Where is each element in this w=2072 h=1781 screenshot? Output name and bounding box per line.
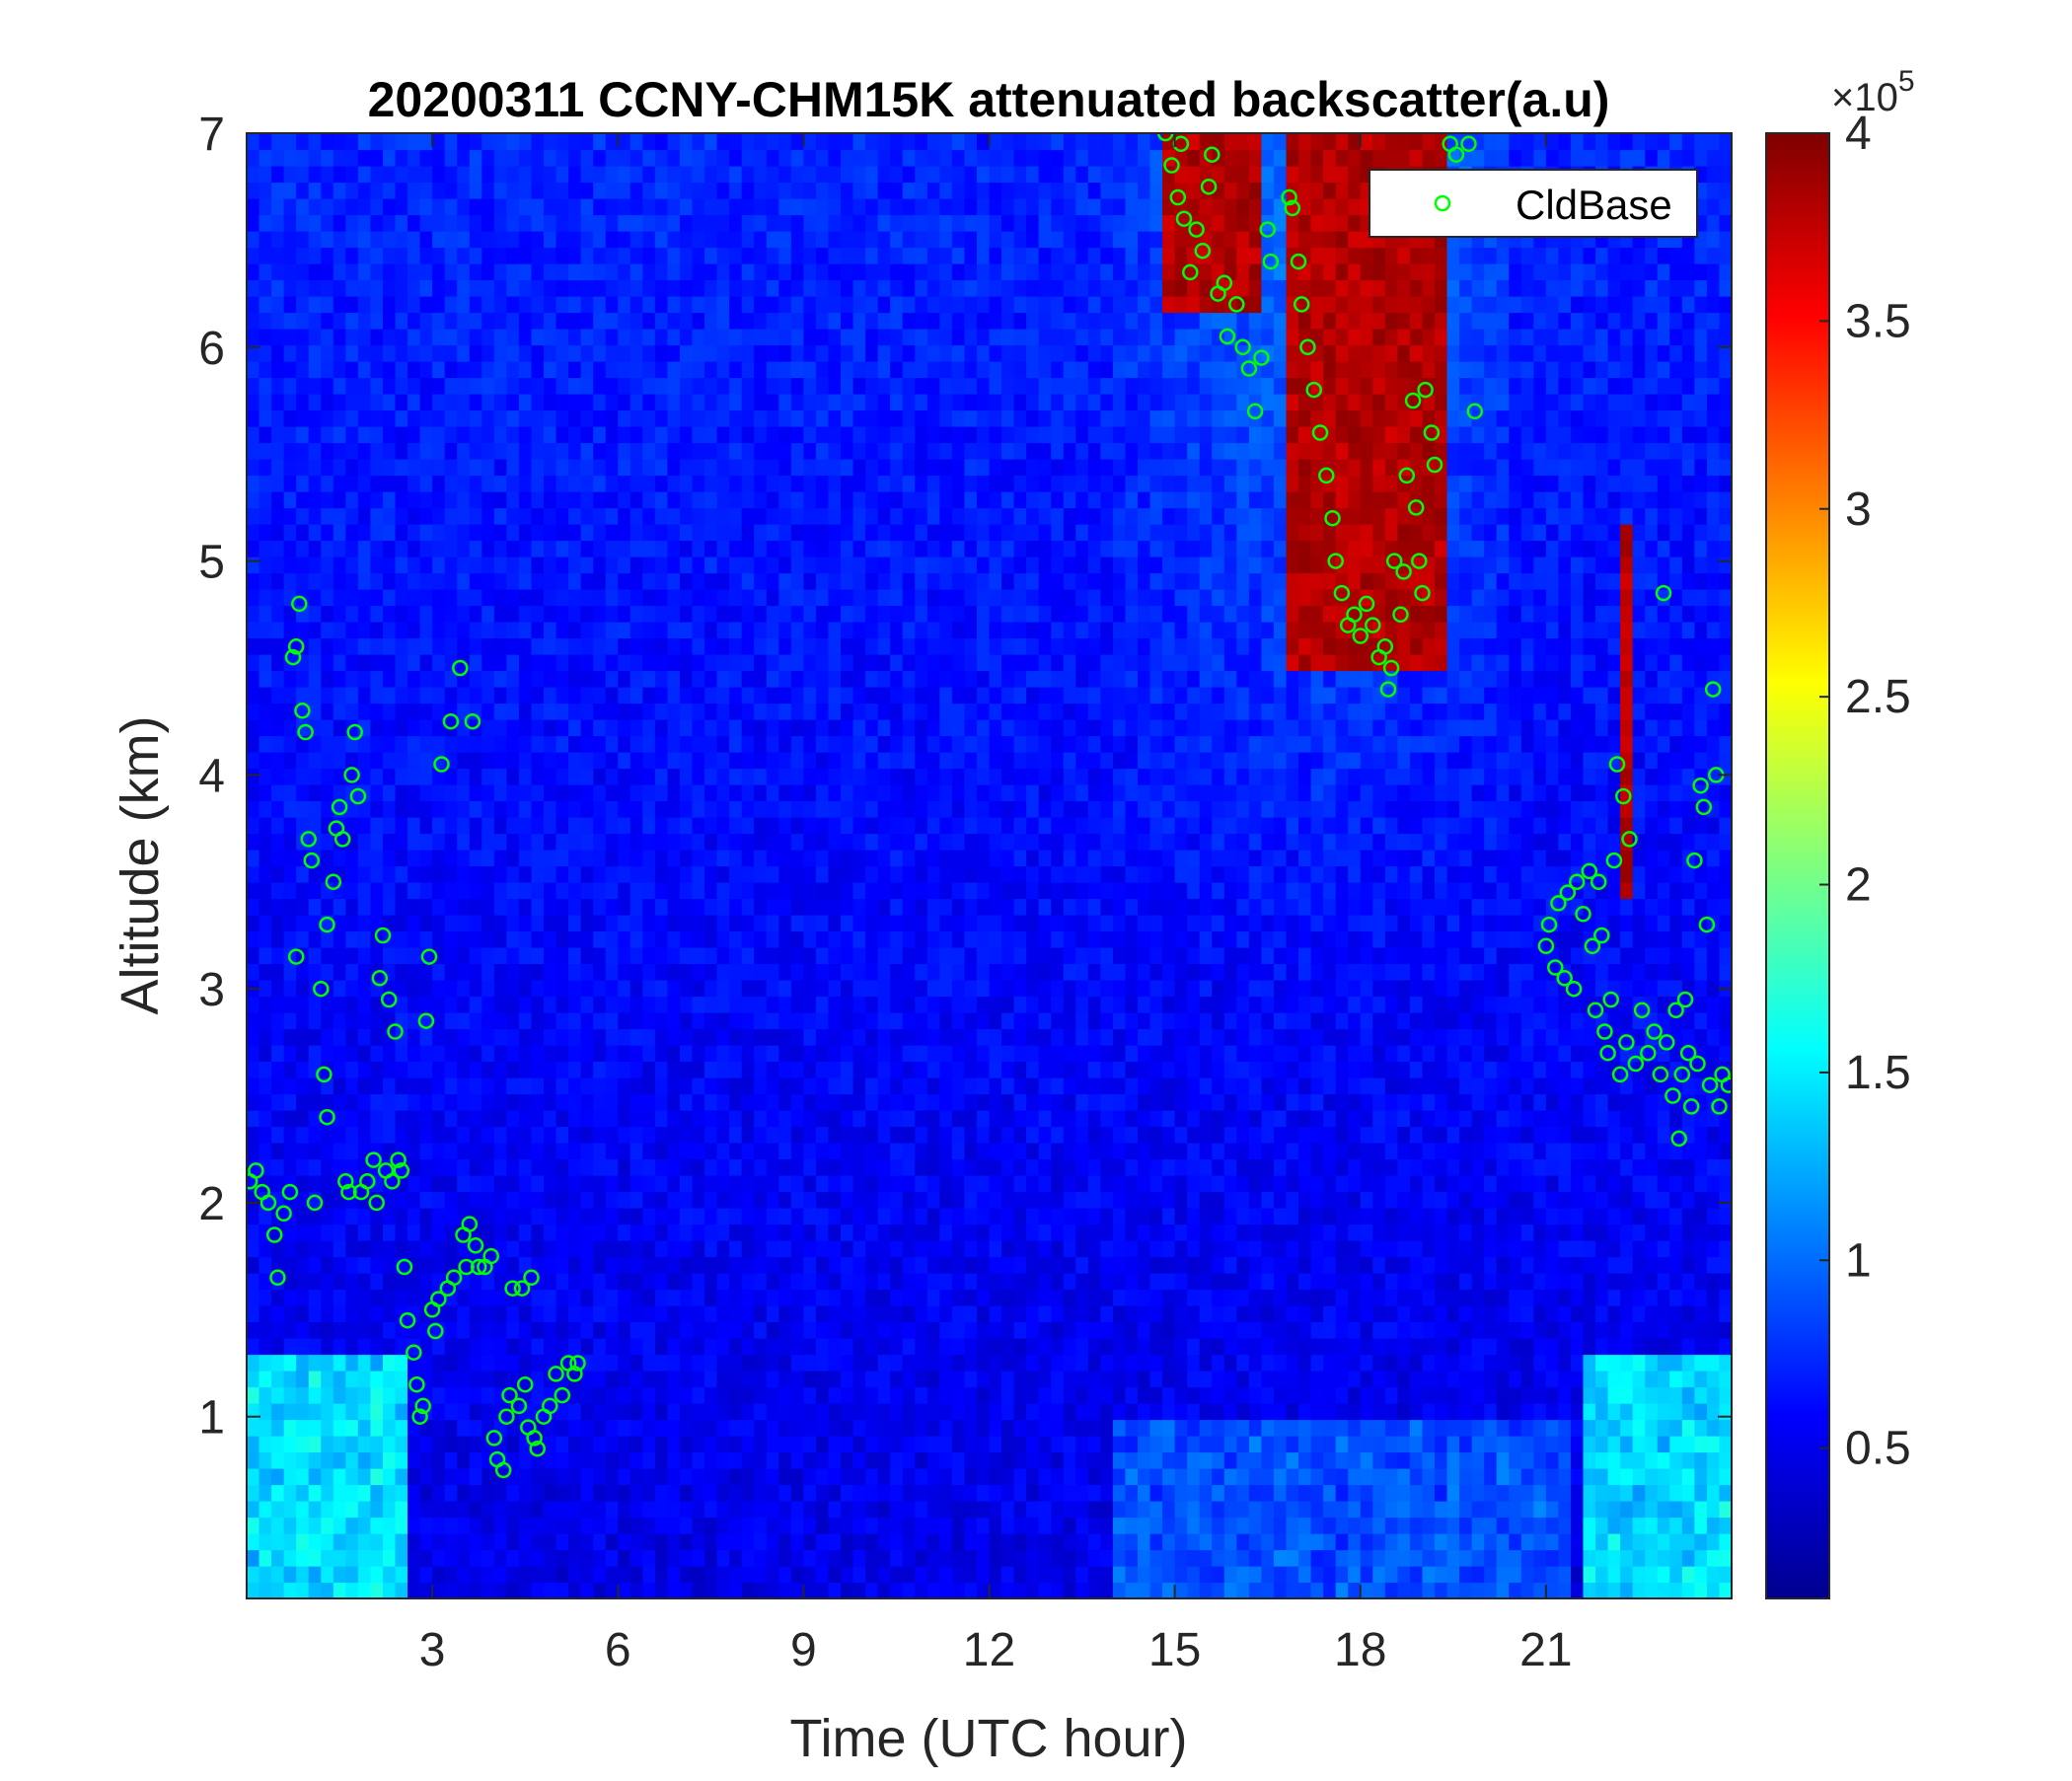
- colorbar-tick-label: 1: [1845, 1234, 1872, 1287]
- y-tick-label: 6: [198, 323, 225, 375]
- colorbar-tick-label: 2.5: [1845, 671, 1911, 723]
- y-tick-label: 4: [198, 750, 225, 802]
- colorbar-gradient: [1766, 133, 1829, 1598]
- legend-label: CldBase: [1516, 182, 1672, 228]
- y-tick-label: 1: [198, 1392, 225, 1445]
- y-tick-label: 3: [198, 964, 225, 1016]
- colorbar-tick-label: 1.5: [1845, 1047, 1911, 1099]
- x-tick-label: 21: [1519, 1624, 1572, 1676]
- x-tick-label: 6: [605, 1624, 631, 1676]
- colorbar-tick-label: 0.5: [1845, 1423, 1911, 1475]
- colorbar-tick-label: 2: [1845, 859, 1872, 912]
- colorbar-exponent-power: 5: [1898, 65, 1915, 98]
- legend[interactable]: CldBase: [1369, 170, 1697, 237]
- colorbar-exponent: ×105: [1831, 65, 1915, 119]
- x-tick-label: 15: [1148, 1624, 1201, 1676]
- colorbar-tick-label: 3: [1845, 483, 1872, 536]
- chart-title: 20200311 CCNY-CHM15K attenuated backscat…: [368, 72, 1610, 127]
- colorbar-ticks: 0.511.522.533.54: [1819, 108, 1911, 1475]
- x-axis-label: Time (UTC hour): [789, 1709, 1187, 1768]
- x-tick-label: 9: [790, 1624, 817, 1676]
- backscatter-heatmap: [247, 133, 1733, 1599]
- y-tick-label: 5: [198, 537, 225, 589]
- x-tick-label: 12: [963, 1624, 1015, 1676]
- y-tick-label: 2: [198, 1178, 225, 1230]
- colorbar-exponent-base: ×10: [1831, 76, 1898, 119]
- x-tick-label: 3: [419, 1624, 446, 1676]
- colorbar: 0.511.522.533.54 ×105: [1766, 65, 1915, 1598]
- colorbar-tick-label: 3.5: [1845, 295, 1911, 347]
- y-axis-label: Altitude (km): [111, 715, 170, 1014]
- x-tick-label: 18: [1334, 1624, 1386, 1676]
- y-tick-label: 7: [198, 109, 225, 161]
